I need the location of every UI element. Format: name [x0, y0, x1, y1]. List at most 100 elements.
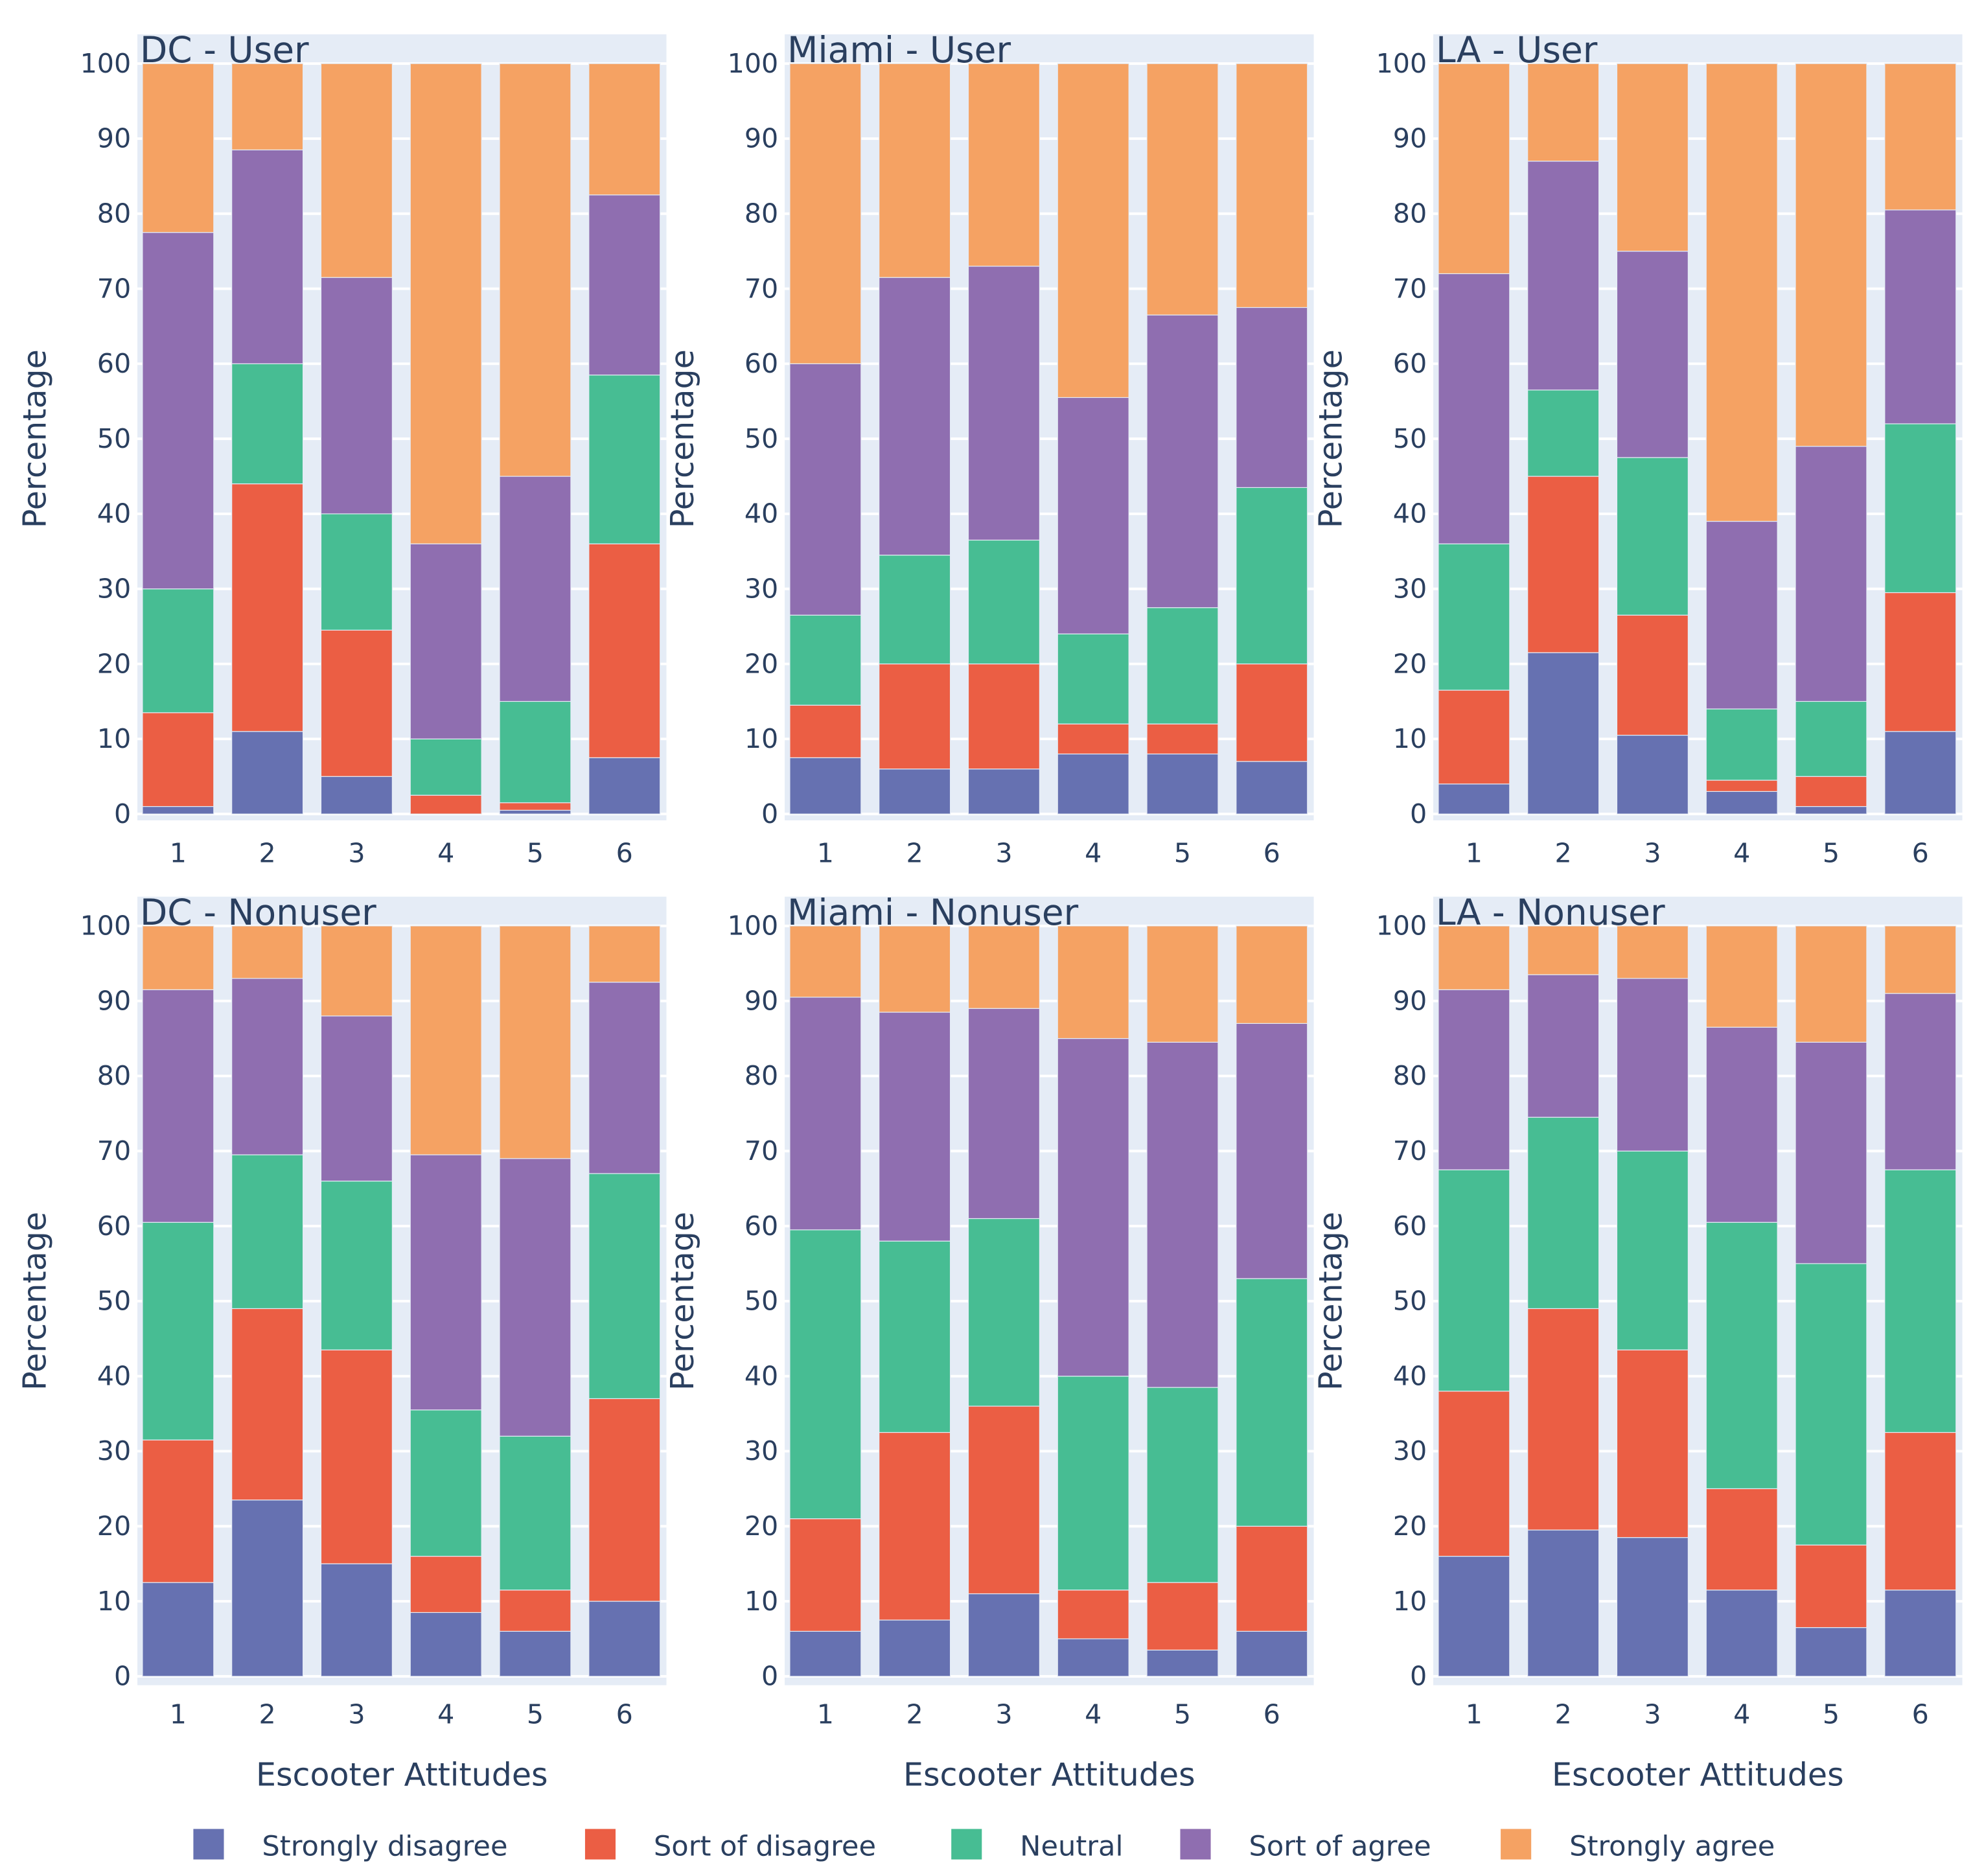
bar-segment-strongly-disagree — [967, 1593, 1040, 1677]
bar-segment-strongly-disagree — [142, 1582, 214, 1677]
plot-background — [785, 896, 1314, 1685]
bar-segment-sort-of-disagree — [1236, 663, 1308, 762]
bar-segment-strongly-disagree — [789, 757, 862, 815]
bar-segment-neutral — [231, 1154, 304, 1310]
bar-segment-strongly-agree — [409, 925, 482, 1155]
y-axis-title: Percentage — [663, 349, 701, 528]
y-tick-label: 0 — [1410, 1661, 1427, 1692]
y-tick-label: 60 — [97, 348, 131, 379]
bar-segment-sort-of-agree — [499, 476, 571, 702]
y-tick-label: 30 — [744, 573, 778, 604]
bar-segment-neutral — [1527, 1117, 1600, 1310]
bar-segment-neutral — [588, 375, 661, 544]
bar-segment-sort-of-disagree — [588, 1398, 661, 1602]
panel-title: Miami - Nonuser — [787, 892, 1079, 933]
bar-segment-strongly-disagree — [1146, 753, 1219, 815]
y-tick-label: 60 — [97, 1210, 131, 1242]
x-tick-label: 1 — [170, 838, 187, 869]
bar-segment-strongly-disagree — [588, 757, 661, 815]
bar-segment-sort-of-agree — [499, 1158, 571, 1437]
bar-segment-sort-of-disagree — [320, 629, 393, 777]
x-tick-label: 5 — [1174, 1698, 1191, 1730]
x-tick-label: 5 — [1823, 1698, 1840, 1730]
bar-segment-strongly-disagree — [1884, 731, 1957, 815]
bar-segment-sort-of-disagree — [409, 1555, 482, 1614]
bar-segment-sort-of-disagree — [409, 794, 482, 815]
y-tick-label: 40 — [744, 1360, 778, 1391]
bar-segment-sort-of-agree — [1884, 993, 1957, 1170]
y-tick-label: 0 — [761, 798, 778, 829]
plot-background — [137, 896, 667, 1685]
bar-segment-sort-of-agree — [1795, 446, 1867, 702]
y-tick-label: 70 — [744, 1135, 778, 1166]
y-tick-label: 100 — [80, 48, 132, 79]
y-axis-title: Percentage — [16, 349, 54, 528]
x-axis-title: Escooter Attitudes — [256, 1756, 548, 1794]
y-tick-label: 90 — [1393, 985, 1427, 1016]
bar-segment-sort-of-disagree — [789, 1518, 862, 1632]
bar-segment-strongly-disagree — [967, 769, 1040, 815]
bar-segment-sort-of-agree — [1438, 273, 1510, 544]
bar-segment-strongly-disagree — [789, 1630, 862, 1677]
bar-segment-strongly-agree — [879, 63, 951, 278]
x-tick-label: 3 — [995, 1698, 1012, 1730]
bar-segment-strongly-disagree — [320, 776, 393, 815]
y-tick-label: 40 — [1393, 1360, 1427, 1391]
bar-segment-sort-of-agree — [231, 978, 304, 1155]
bar-segment-neutral — [1057, 633, 1129, 724]
bar-segment-neutral — [967, 539, 1040, 665]
y-tick-label: 40 — [744, 498, 778, 529]
y-tick-label: 90 — [1393, 123, 1427, 154]
plot-background — [137, 34, 667, 820]
plot-background — [1433, 896, 1963, 1685]
x-tick-label: 5 — [527, 838, 544, 869]
bar-segment-neutral — [320, 1180, 393, 1350]
bar-segment-strongly-disagree — [1146, 1649, 1219, 1677]
bar-segment-strongly-disagree — [1527, 652, 1600, 815]
bar-segment-sort-of-disagree — [1705, 780, 1778, 792]
bar-segment-strongly-disagree — [1884, 1590, 1957, 1677]
bar-segment-sort-of-agree — [1438, 989, 1510, 1170]
bar-segment-strongly-agree — [1527, 925, 1600, 975]
bar-segment-neutral — [967, 1218, 1040, 1407]
y-tick-label: 80 — [1393, 1060, 1427, 1091]
bar-segment-sort-of-agree — [1705, 1026, 1778, 1223]
y-tick-label: 40 — [97, 1360, 131, 1391]
bar-segment-sort-of-disagree — [142, 1439, 214, 1583]
x-tick-label: 1 — [170, 1698, 187, 1730]
bar-segment-sort-of-disagree — [879, 663, 951, 770]
bar-segment-sort-of-agree — [1795, 1041, 1867, 1264]
plot-background — [785, 34, 1314, 820]
y-tick-label: 30 — [97, 573, 131, 604]
bar-segment-neutral — [1884, 423, 1957, 594]
bar-segment-sort-of-agree — [1057, 1037, 1129, 1377]
bar-segment-strongly-disagree — [1616, 734, 1689, 815]
y-tick-label: 70 — [744, 273, 778, 304]
y-tick-label: 100 — [1376, 48, 1427, 79]
x-tick-label: 3 — [1644, 1698, 1661, 1730]
bar-segment-sort-of-disagree — [789, 704, 862, 758]
bar-segment-strongly-agree — [789, 63, 862, 364]
x-tick-label: 3 — [348, 1698, 365, 1730]
y-tick-label: 0 — [1410, 798, 1427, 829]
x-tick-label: 4 — [437, 838, 454, 869]
bar-segment-strongly-disagree — [499, 809, 571, 815]
bar-segment-neutral — [142, 588, 214, 713]
y-tick-label: 80 — [744, 198, 778, 229]
bar-segment-strongly-agree — [1146, 925, 1219, 1043]
bar-segment-neutral — [320, 513, 393, 631]
x-tick-label: 5 — [527, 1698, 544, 1730]
bar-segment-sort-of-disagree — [1884, 1431, 1957, 1591]
y-tick-label: 90 — [97, 985, 131, 1016]
bar-segment-sort-of-disagree — [1795, 1544, 1867, 1628]
bar-segment-strongly-agree — [1146, 63, 1219, 316]
bar-segment-strongly-agree — [1884, 63, 1957, 211]
bar-segment-sort-of-agree — [789, 363, 862, 616]
bar-segment-strongly-disagree — [231, 731, 304, 815]
y-tick-label: 50 — [97, 423, 131, 454]
bar-segment-neutral — [1438, 1169, 1510, 1392]
bar-segment-neutral — [499, 1435, 571, 1591]
y-tick-label: 50 — [1393, 1286, 1427, 1317]
bar-segment-sort-of-agree — [1146, 1041, 1219, 1388]
